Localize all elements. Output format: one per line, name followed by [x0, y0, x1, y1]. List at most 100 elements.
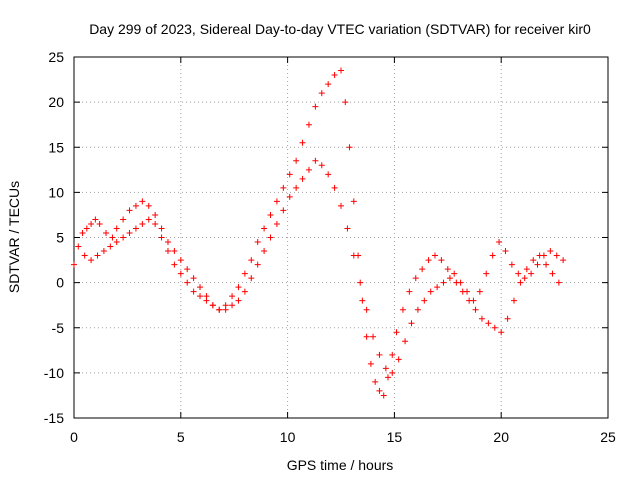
data-point [92, 216, 99, 223]
data-point [331, 184, 338, 191]
data-point [395, 356, 402, 363]
data-point [299, 139, 306, 146]
data-point [254, 239, 261, 246]
data-point [248, 275, 255, 282]
y-tick-label: 0 [56, 275, 64, 291]
data-point [393, 329, 400, 336]
data-point [459, 288, 466, 295]
data-point [83, 225, 90, 232]
data-point [139, 220, 146, 227]
data-point [530, 257, 537, 264]
data-point [190, 275, 197, 282]
y-tick-label: -15 [44, 410, 64, 426]
data-point [145, 216, 152, 223]
data-point [555, 279, 562, 286]
data-point [325, 81, 332, 88]
data-point [158, 225, 165, 232]
data-point [382, 365, 389, 372]
data-point [543, 261, 550, 268]
data-point [312, 103, 319, 110]
data-point [485, 320, 492, 327]
data-point [389, 351, 396, 358]
data-point [325, 171, 332, 178]
data-point [342, 99, 349, 106]
x-axis-label: GPS time / hours [287, 457, 394, 473]
data-point [222, 306, 229, 313]
data-point [113, 239, 120, 246]
plot-frame [73, 56, 609, 419]
data-point [421, 297, 428, 304]
data-point [286, 193, 293, 200]
data-point [88, 257, 95, 264]
data-point [504, 315, 511, 322]
data-point [184, 266, 191, 273]
data-point [359, 297, 366, 304]
data-point [438, 257, 445, 264]
data-point [534, 261, 541, 268]
data-point [88, 220, 95, 227]
x-tick-labels: 0 5 10 15 20 25 [70, 429, 616, 445]
data-point [350, 198, 357, 205]
data-point [305, 121, 312, 128]
data-point [280, 207, 287, 214]
data-point [384, 374, 391, 381]
data-point [126, 229, 133, 236]
data-point [293, 157, 300, 164]
data-point [502, 248, 509, 255]
grid [74, 57, 608, 418]
data-point [549, 270, 556, 277]
data-point [389, 369, 396, 376]
data-point [103, 229, 110, 236]
data-point [71, 261, 77, 268]
data-point [96, 220, 103, 227]
data-point [491, 324, 498, 331]
data-point [184, 279, 191, 286]
data-point [139, 198, 146, 205]
data-point [338, 202, 344, 209]
data-point [190, 288, 197, 295]
data-point [113, 225, 120, 232]
chart-title: Day 299 of 2023, Sidereal Day-to-day VTE… [89, 21, 591, 37]
data-point [508, 261, 515, 268]
data-point [483, 270, 490, 277]
data-point [425, 257, 432, 264]
data-point [293, 184, 300, 191]
data-point [216, 306, 223, 313]
data-point [267, 211, 274, 218]
data-point [466, 297, 473, 304]
data-point [94, 252, 101, 259]
data-point [109, 234, 116, 241]
data-point [370, 333, 377, 340]
data-point [350, 252, 357, 259]
data-point [528, 270, 535, 277]
data-point [235, 297, 242, 304]
data-point [380, 392, 387, 399]
data-point [261, 225, 268, 232]
data-point [553, 252, 560, 259]
data-point [79, 229, 86, 236]
data-point [75, 243, 82, 250]
data-point [367, 360, 374, 367]
data-point [209, 302, 216, 309]
data-point [152, 211, 159, 218]
y-tick-label: 10 [48, 184, 64, 200]
data-point [346, 144, 353, 151]
data-point [120, 216, 127, 223]
data-point [446, 275, 453, 282]
data-point [521, 275, 528, 282]
data-point [203, 297, 210, 304]
data-point [489, 252, 496, 259]
data-point [241, 270, 248, 277]
data-point [406, 288, 413, 295]
data-point [363, 333, 370, 340]
data-point [338, 67, 344, 74]
data-point [273, 220, 280, 227]
data-point [235, 284, 242, 291]
y-axis-label: SDTVAR / TECUs [6, 181, 22, 293]
data-point [132, 225, 139, 232]
data-point [402, 338, 409, 345]
data-point [547, 248, 554, 255]
data-point [299, 175, 306, 182]
y-tick-label: -5 [52, 320, 65, 336]
